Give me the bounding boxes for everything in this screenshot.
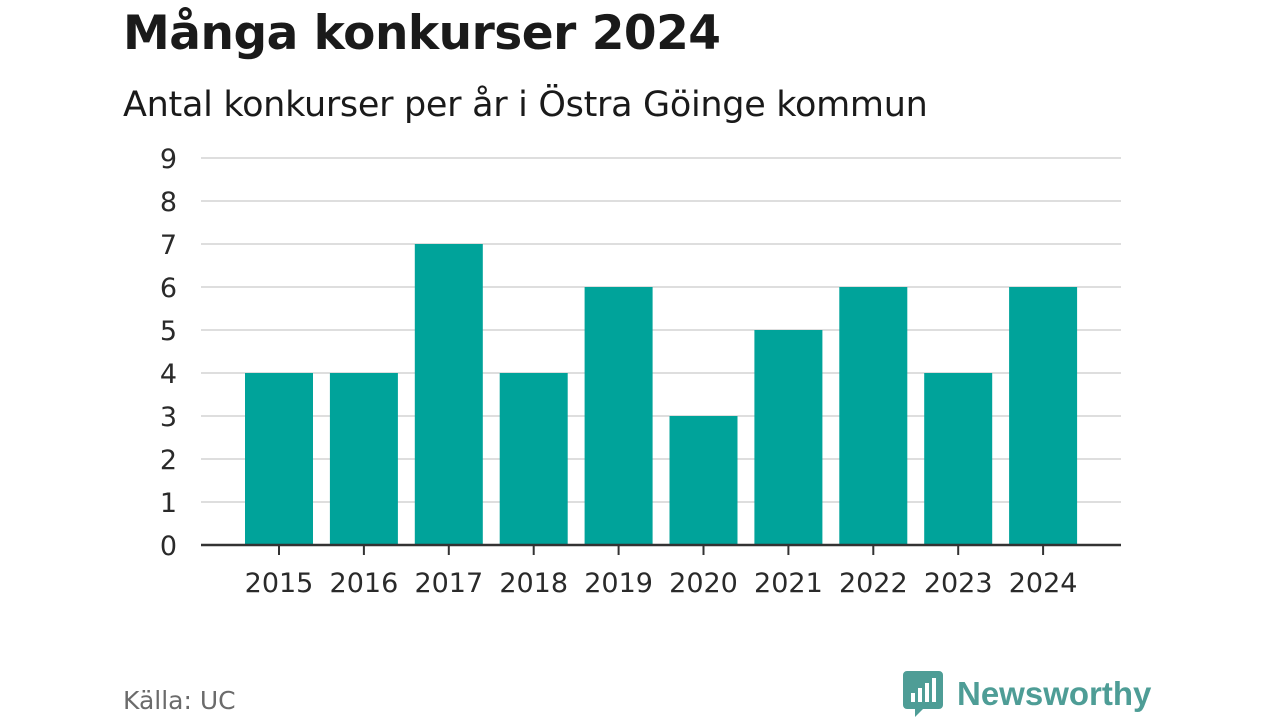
y-tick-label: 9 <box>160 144 177 175</box>
x-tick-label: 2019 <box>584 568 653 599</box>
bar <box>414 244 483 545</box>
y-tick-label: 2 <box>160 445 177 476</box>
y-tick-label: 8 <box>160 187 177 218</box>
x-tick-label: 2016 <box>330 568 399 599</box>
y-tick-label: 3 <box>160 402 177 433</box>
bar <box>329 373 398 545</box>
y-tick-label: 4 <box>160 359 177 390</box>
x-tick-label: 2023 <box>924 568 993 599</box>
y-tick-label: 1 <box>160 488 177 519</box>
y-tick-label: 5 <box>160 316 177 347</box>
bar <box>584 287 653 545</box>
y-tick-label: 7 <box>160 230 177 261</box>
bar <box>839 287 908 545</box>
bar <box>669 416 738 545</box>
brand-name: Newsworthy <box>957 675 1152 712</box>
x-axis-ticks: 2015 2016 2017 2018 2019 2020 2021 2022 2023 2024 <box>245 545 1078 599</box>
chart-title: Många konkurser 2024 <box>123 6 721 61</box>
y-tick-label: 6 <box>160 273 177 304</box>
x-tick-label: 2020 <box>669 568 738 599</box>
y-tick-label: 0 <box>160 531 177 562</box>
x-tick-label: 2022 <box>839 568 908 599</box>
x-tick-label: 2018 <box>499 568 568 599</box>
newsworthy-logo-icon <box>903 671 943 717</box>
bar <box>754 330 823 545</box>
bar <box>1009 287 1078 545</box>
source-note: Källa: UC <box>123 686 236 715</box>
x-tick-label: 2024 <box>1009 568 1078 599</box>
bar <box>924 373 993 545</box>
bars <box>245 244 1078 545</box>
y-axis-ticks: 0 1 2 3 4 5 6 7 8 9 <box>160 144 177 562</box>
x-tick-label: 2017 <box>414 568 483 599</box>
chart-subtitle: Antal konkurser per år i Östra Göinge ko… <box>123 85 928 125</box>
bar <box>245 373 313 545</box>
bar <box>499 373 568 545</box>
x-tick-label: 2021 <box>754 568 823 599</box>
brand: Newsworthy <box>903 671 1151 717</box>
x-tick-label: 2015 <box>245 568 314 599</box>
